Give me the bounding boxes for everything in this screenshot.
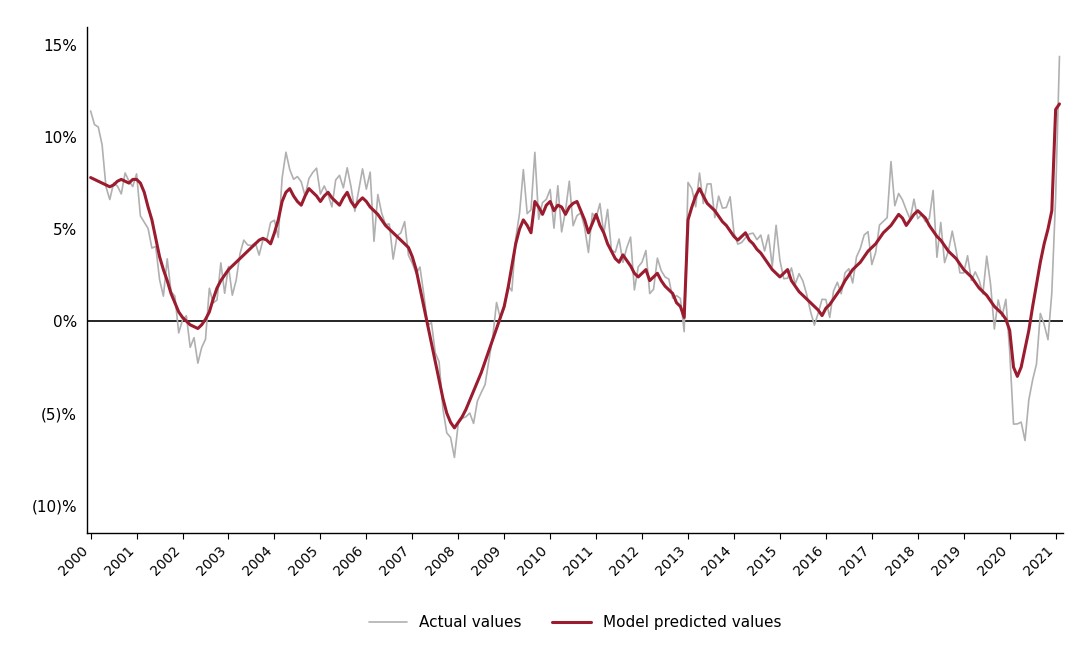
Actual values [582,248,595,256]
Actual values [85,107,98,115]
Model predicted values [421,321,434,329]
Line: Actual values: Actual values [91,57,1059,458]
Model predicted values [456,413,469,421]
Model predicted values [1052,100,1065,108]
Line: Model predicted values: Model predicted values [91,104,1059,428]
Actual values [490,298,503,306]
Model predicted values [490,324,503,332]
Actual values [1052,53,1065,61]
Actual values [739,234,752,242]
Actual values [421,321,434,329]
Legend: Actual values, Model predicted values: Actual values, Model predicted values [362,609,788,637]
Model predicted values [333,201,346,209]
Actual values [333,171,346,179]
Model predicted values [582,229,595,237]
Model predicted values [85,174,98,182]
Actual values [448,454,461,462]
Model predicted values [448,424,461,432]
Actual values [456,414,469,422]
Model predicted values [739,229,752,237]
